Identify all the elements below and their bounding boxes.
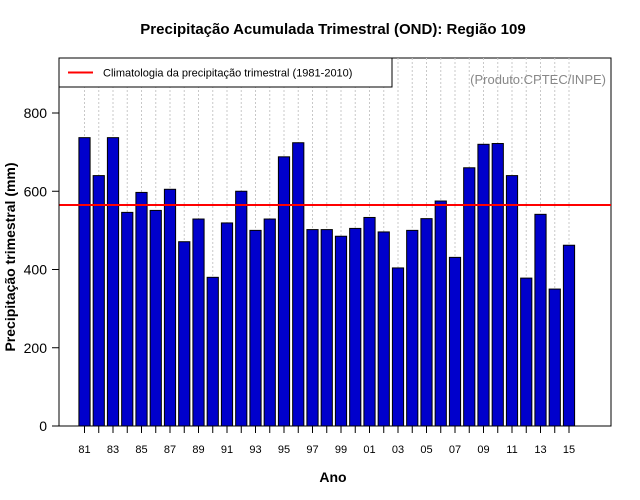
bar-00: [349, 227, 362, 427]
chart-title: Precipitação Acumulada Trimestral (OND):…: [140, 21, 525, 38]
bar-10: [491, 143, 504, 427]
bar-94: [263, 218, 276, 427]
x-tick-label: 81: [78, 444, 90, 456]
bar-95: [277, 156, 291, 427]
bar-99: [334, 235, 348, 427]
bar-96: [292, 142, 305, 427]
credit-text: (Produto:CPTEC/INPE): [470, 72, 606, 87]
x-tick-label: 99: [335, 444, 347, 456]
x-tick-label: 13: [534, 444, 546, 456]
bar-06: [434, 200, 447, 427]
legend: Climatologia da precipitação trimestral …: [58, 57, 393, 88]
x-axis-label: Ano: [319, 469, 346, 485]
x-axis: 81 83 85 87 89 91 93 95 97 99 01 03 05 07 09 11 13 15: [78, 425, 575, 456]
bar-92: [235, 190, 248, 427]
bar-81: [78, 137, 91, 427]
bar-87: [163, 188, 177, 427]
bar-93: [249, 229, 262, 427]
bar-01: [363, 216, 376, 427]
y-tick-label: 400: [24, 262, 48, 278]
y-axis: 0 200 400 600 800: [24, 105, 60, 434]
bar-08: [463, 167, 476, 427]
y-axis-label: Precipitação trimestral (mm): [2, 162, 18, 351]
y-tick-label: 200: [24, 340, 48, 356]
bar-15: [562, 244, 576, 427]
bar-97: [306, 229, 319, 427]
x-tick-label: 93: [249, 444, 261, 456]
legend-label: Climatologia da precipitação trimestral …: [103, 68, 352, 80]
x-tick-label: 15: [563, 444, 575, 456]
x-tick-label: 83: [107, 444, 119, 456]
y-tick-label: 0: [39, 418, 47, 434]
legend-box: [58, 57, 393, 88]
bar-82: [92, 175, 105, 427]
bar-02: [377, 231, 390, 427]
bar-03: [391, 267, 405, 427]
x-tick-label: 97: [306, 444, 318, 456]
y-tick-label: 800: [24, 105, 48, 121]
bar-11: [505, 175, 519, 427]
x-tick-label: 03: [392, 444, 404, 456]
x-tick-label: 89: [192, 444, 204, 456]
bar-98: [320, 229, 333, 427]
bars: [78, 137, 576, 427]
bar-86: [149, 209, 162, 427]
x-tick-label: 95: [278, 444, 290, 456]
x-tick-label: 07: [449, 444, 461, 456]
x-tick-label: 05: [420, 444, 432, 456]
x-tick-label: 91: [221, 444, 233, 456]
plot-area: Climatologia da precipitação trimestral …: [58, 57, 612, 427]
bar-84: [121, 211, 134, 427]
x-tick-label: 09: [477, 444, 489, 456]
x-tick-label: 11: [506, 444, 517, 456]
bar-88: [178, 241, 191, 427]
x-tick-label: 01: [363, 444, 375, 456]
bar-90: [206, 276, 219, 427]
bar-07: [448, 256, 462, 427]
bar-13: [534, 213, 547, 427]
x-tick-label: 87: [164, 444, 176, 456]
bar-89: [192, 218, 205, 427]
bar-85: [135, 191, 148, 427]
bar-91: [220, 222, 234, 427]
x-tick-label: 85: [135, 444, 147, 456]
bar-09: [477, 143, 490, 427]
bar-83: [106, 137, 120, 427]
bar-12: [520, 277, 533, 427]
bar-14: [548, 288, 561, 427]
y-tick-label: 600: [24, 183, 48, 199]
bar-05: [420, 218, 433, 427]
bar-04: [406, 229, 419, 427]
